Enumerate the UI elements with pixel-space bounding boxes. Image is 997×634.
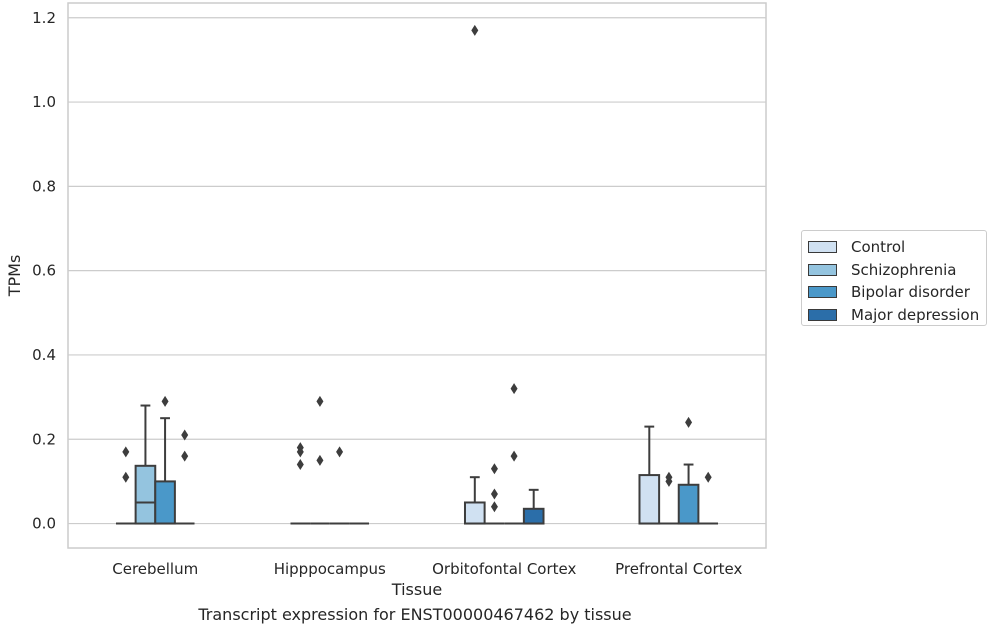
legend-item-control: Control	[808, 236, 986, 259]
y-tick-label: 0.4	[32, 346, 56, 364]
outlier-point	[161, 395, 169, 407]
y-tick-label: 0.0	[32, 515, 56, 533]
legend-item-schizophrenia: Schizophrenia	[808, 259, 986, 282]
y-tick-label: 1.0	[32, 93, 56, 111]
x-tick-label: Hipppocampus	[274, 560, 386, 578]
outlier-point	[471, 24, 479, 36]
outlier-point	[122, 471, 130, 483]
y-axis-label: TPMs	[5, 255, 24, 298]
legend-swatch-control	[808, 241, 837, 254]
x-tick-label: Prefrontal Cortex	[615, 560, 742, 578]
x-axis-label: Tissue	[391, 580, 442, 599]
legend-swatch-bipolar-disorder	[808, 286, 837, 299]
legend-label-major-depression: Major depression	[851, 305, 980, 324]
outlier-point	[510, 450, 518, 462]
box	[154, 480, 176, 525]
box	[677, 483, 700, 525]
y-tick-label: 0.2	[32, 430, 56, 448]
outlier-point	[122, 446, 130, 458]
legend-label-bipolar-disorder: Bipolar disorder	[851, 283, 970, 302]
outlier-point	[296, 459, 304, 471]
outlier-point	[296, 442, 304, 454]
legend-swatch-major-depression	[808, 308, 837, 321]
y-tick-label: 0.6	[32, 262, 56, 280]
y-tick-label: 0.8	[32, 177, 56, 195]
x-tick-label: Cerebellum	[112, 560, 198, 578]
x-tick-label: Orbitofontal Cortex	[432, 560, 576, 578]
outlier-point	[510, 383, 518, 395]
box	[522, 507, 545, 525]
outlier-point	[685, 416, 693, 428]
outlier-point	[336, 446, 344, 458]
outlier-point	[316, 454, 324, 466]
outlier-point	[704, 471, 712, 483]
outlier-point	[181, 429, 189, 441]
legend-label-control: Control	[851, 238, 906, 257]
legend-swatch-schizophrenia	[808, 263, 837, 276]
chart-title: Transcript expression for ENST0000046746…	[198, 605, 632, 624]
legend-item-major-depression: Major depression	[808, 304, 986, 327]
box	[638, 474, 661, 525]
legend-item-bipolar-disorder: Bipolar disorder	[808, 281, 986, 304]
box	[134, 464, 157, 525]
y-tick-label: 1.2	[32, 9, 56, 27]
outlier-point	[490, 488, 498, 500]
outlier-point	[316, 395, 324, 407]
outlier-point	[181, 450, 189, 462]
outlier-point	[490, 463, 498, 475]
chart-legend: Control Schizophrenia Bipolar disorder M…	[801, 230, 987, 326]
box	[463, 501, 486, 525]
outlier-point	[665, 471, 673, 483]
plot-area-frame	[67, 2, 767, 549]
legend-label-schizophrenia: Schizophrenia	[851, 260, 957, 279]
outlier-point	[490, 501, 498, 513]
